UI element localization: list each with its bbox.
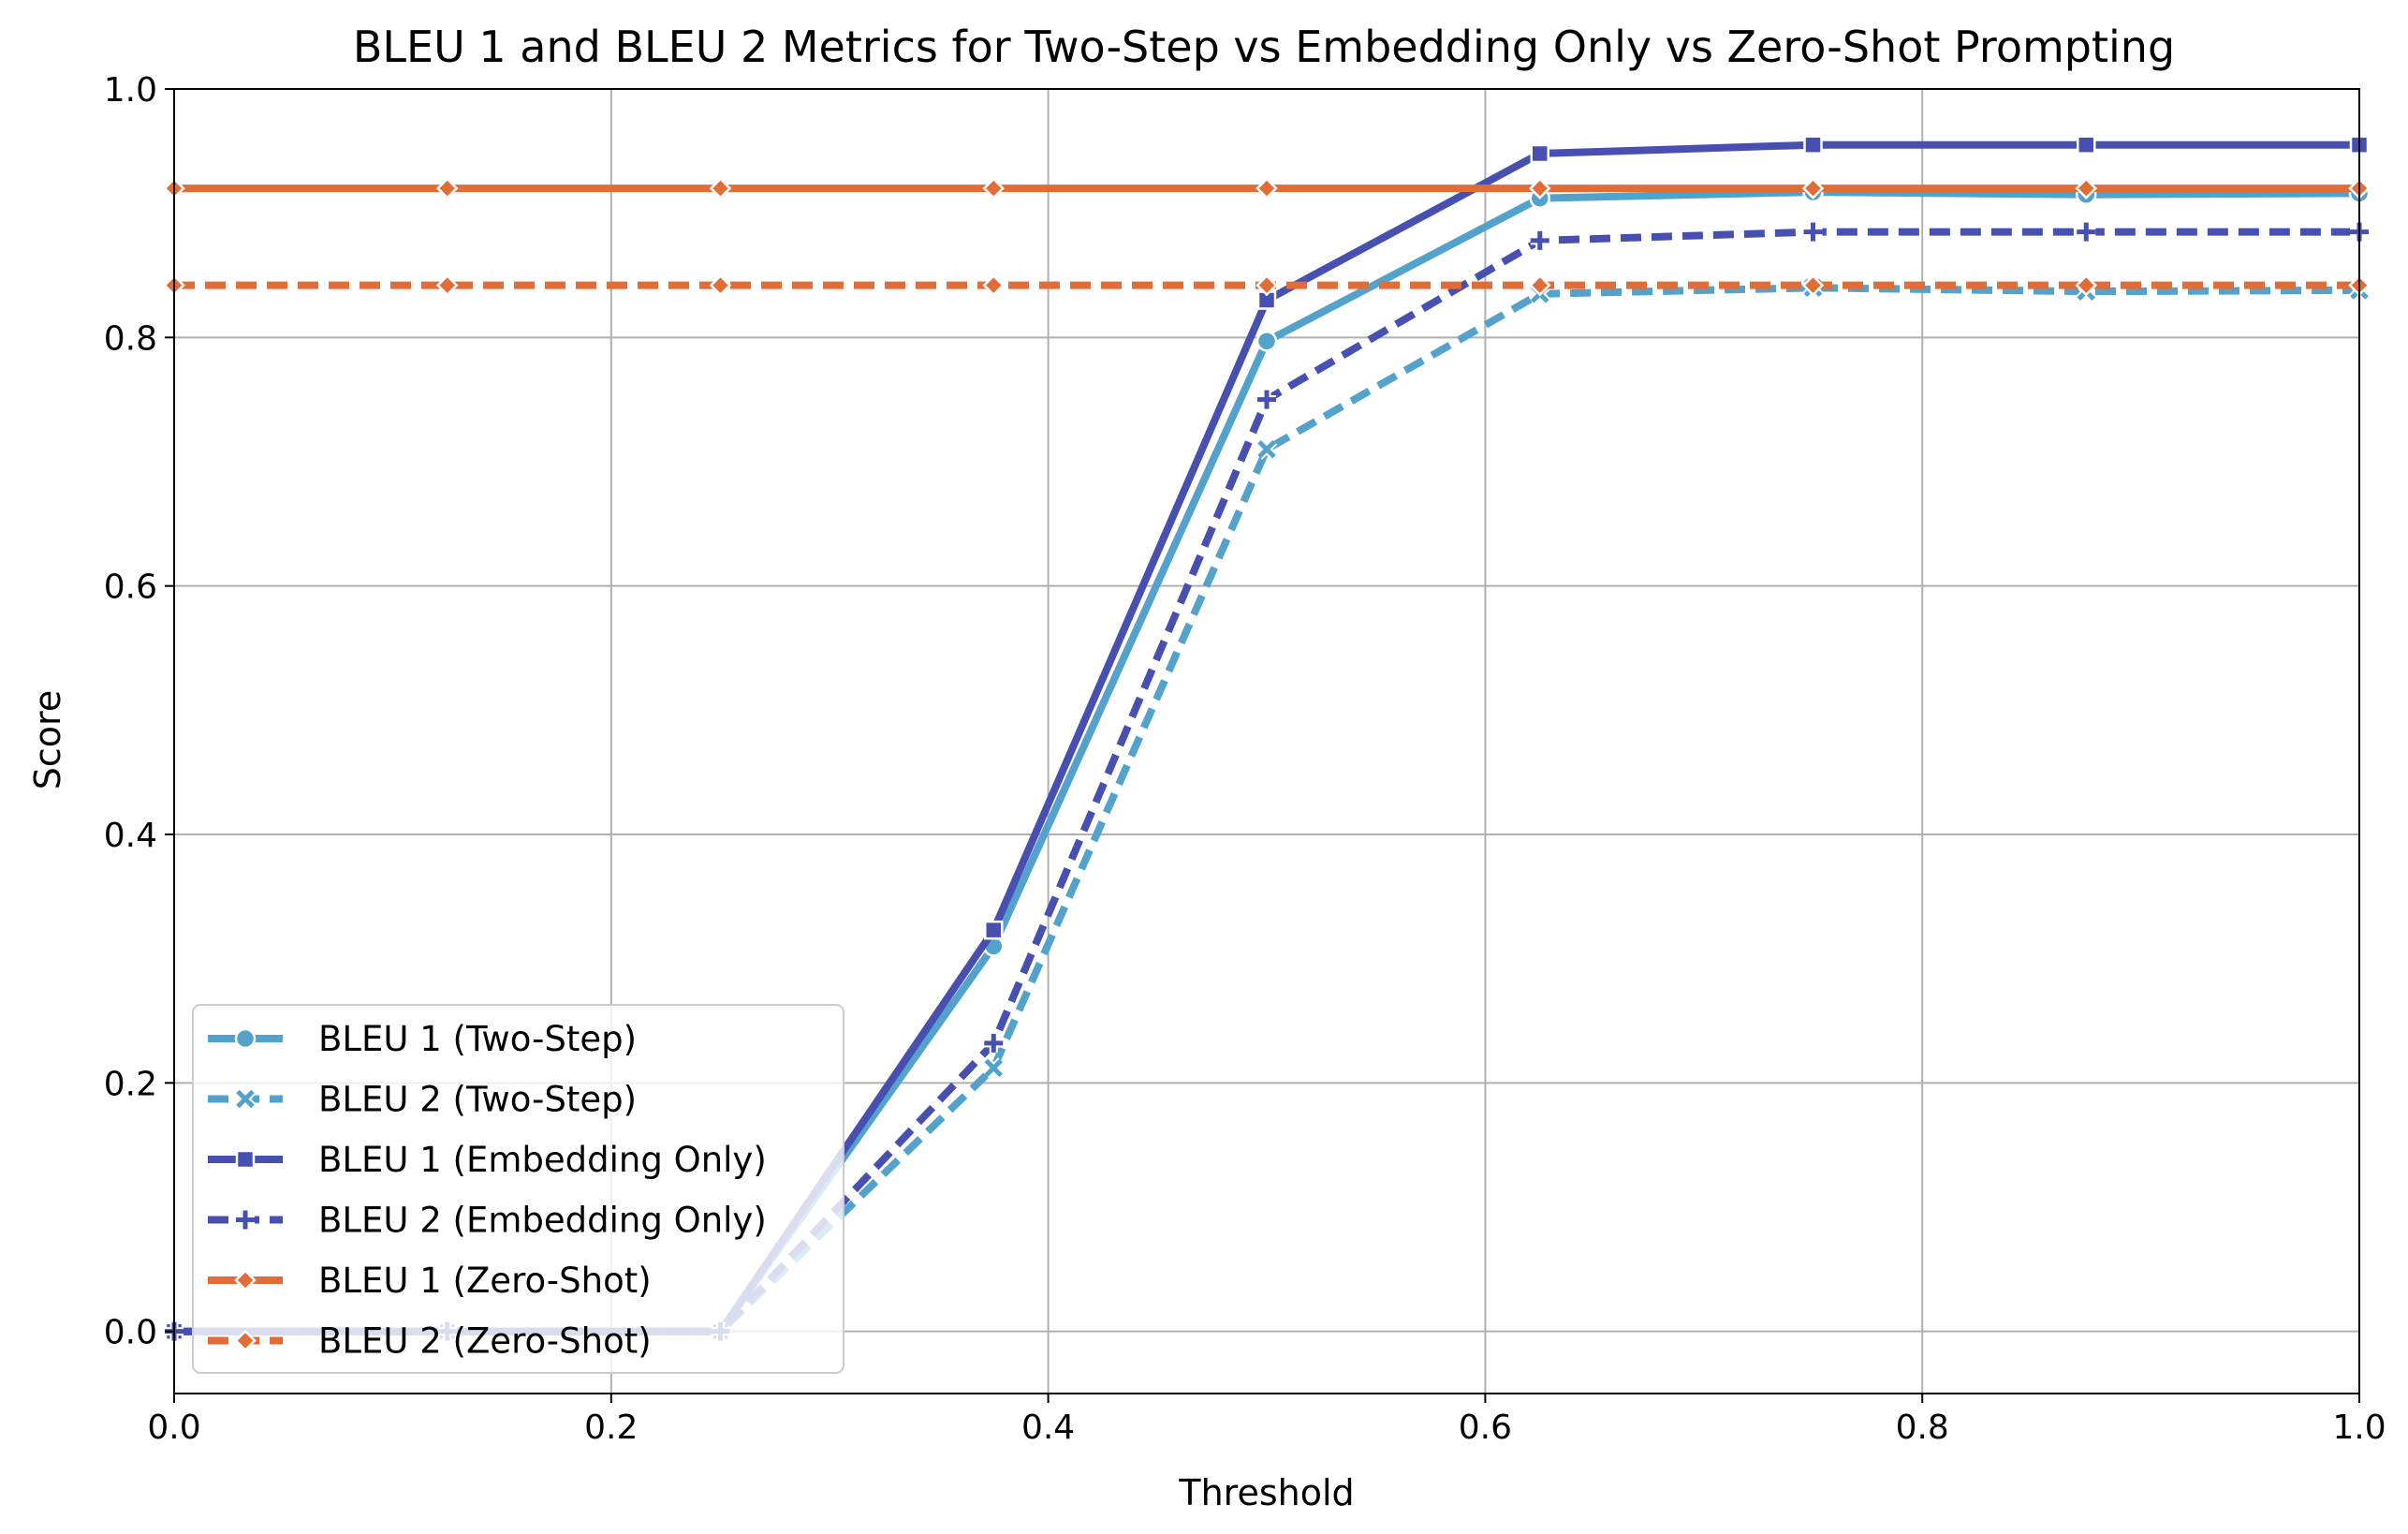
x-axis-label: Threshold bbox=[1178, 1472, 1354, 1513]
x-tick-label: 0.0 bbox=[147, 1409, 200, 1447]
y-tick-label: 0.4 bbox=[104, 817, 157, 855]
legend-marker bbox=[234, 1269, 257, 1291]
chart-title: BLEU 1 and BLEU 2 Metrics for Two-Step v… bbox=[353, 22, 2175, 72]
data-point bbox=[1255, 331, 1278, 352]
x-tick-label: 0.6 bbox=[1459, 1409, 1512, 1447]
legend: BLEU 1 (Two-Step) BLEU 2 (Two-Step) BLEU 1… bbox=[192, 1004, 844, 1374]
x-tick-label: 0.2 bbox=[584, 1409, 638, 1447]
data-point bbox=[709, 177, 732, 199]
data-point bbox=[1255, 177, 1278, 199]
data-point bbox=[1530, 230, 1549, 250]
legend-label: BLEU 1 (Zero-Shot) bbox=[318, 1261, 652, 1301]
data-point bbox=[1530, 143, 1549, 164]
data-point bbox=[982, 177, 1006, 199]
legend-entry: BLEU 2 (Embedding Only) bbox=[208, 1201, 767, 1241]
legend-marker bbox=[236, 1210, 255, 1230]
data-point bbox=[709, 273, 732, 297]
data-point bbox=[1257, 439, 1276, 459]
data-point bbox=[1257, 390, 1276, 409]
legend-label: BLEU 1 (Two-Step) bbox=[318, 1019, 637, 1059]
x-tick-label: 0.4 bbox=[1021, 1409, 1075, 1447]
y-axis-label: Score bbox=[27, 690, 68, 789]
legend-label: BLEU 1 (Embedding Only) bbox=[318, 1140, 767, 1180]
legend-entry: BLEU 1 (Zero-Shot) bbox=[208, 1261, 652, 1301]
data-point bbox=[1803, 222, 1823, 242]
legend-box bbox=[192, 1004, 844, 1374]
data-point bbox=[984, 920, 1004, 940]
data-point bbox=[1803, 135, 1823, 155]
y-tick-label: 1.0 bbox=[104, 71, 157, 110]
legend-marker bbox=[234, 1329, 257, 1352]
legend-marker bbox=[236, 1089, 255, 1109]
y-tick-label: 0.8 bbox=[104, 319, 157, 358]
legend-entry: BLEU 2 (Zero-Shot) bbox=[208, 1321, 652, 1362]
legend-label: BLEU 2 (Zero-Shot) bbox=[318, 1321, 652, 1362]
legend-entry: BLEU 1 (Two-Step) bbox=[208, 1019, 637, 1059]
data-point bbox=[2077, 135, 2096, 155]
data-point bbox=[984, 1033, 1004, 1053]
x-tick-label: 1.0 bbox=[2332, 1409, 2386, 1447]
axis-ticks: 0.0 0.2 0.4 0.6 0.8 1.0 0.0 0.2 0.4 0.6 0.8 1.0 bbox=[104, 71, 2386, 1447]
data-point bbox=[435, 273, 459, 297]
data-point bbox=[1528, 177, 1551, 199]
data-point bbox=[2075, 273, 2098, 297]
legend-label: BLEU 2 (Two-Step) bbox=[318, 1080, 637, 1120]
legend-entry: BLEU 2 (Two-Step) bbox=[208, 1080, 637, 1120]
axes-frame bbox=[173, 88, 2360, 1394]
series-4 bbox=[163, 177, 2371, 199]
data-point bbox=[2075, 177, 2098, 199]
legend-marker bbox=[235, 1149, 256, 1170]
legend-entry: BLEU 1 (Embedding Only) bbox=[208, 1140, 767, 1180]
y-tick-label: 0.0 bbox=[104, 1314, 157, 1352]
data-point bbox=[435, 177, 459, 199]
legend-label: BLEU 2 (Embedding Only) bbox=[318, 1201, 767, 1241]
legend-marker bbox=[234, 1027, 257, 1050]
data-point bbox=[982, 273, 1006, 297]
x-tick-label: 0.8 bbox=[1896, 1409, 1949, 1447]
y-tick-label: 0.6 bbox=[104, 568, 157, 607]
data-point bbox=[984, 1058, 1004, 1078]
data-point bbox=[1528, 273, 1551, 297]
data-point bbox=[1255, 273, 1278, 297]
data-point bbox=[1801, 177, 1825, 199]
data-point bbox=[1801, 273, 1825, 297]
y-tick-label: 0.2 bbox=[104, 1065, 157, 1103]
data-point bbox=[2077, 222, 2096, 242]
